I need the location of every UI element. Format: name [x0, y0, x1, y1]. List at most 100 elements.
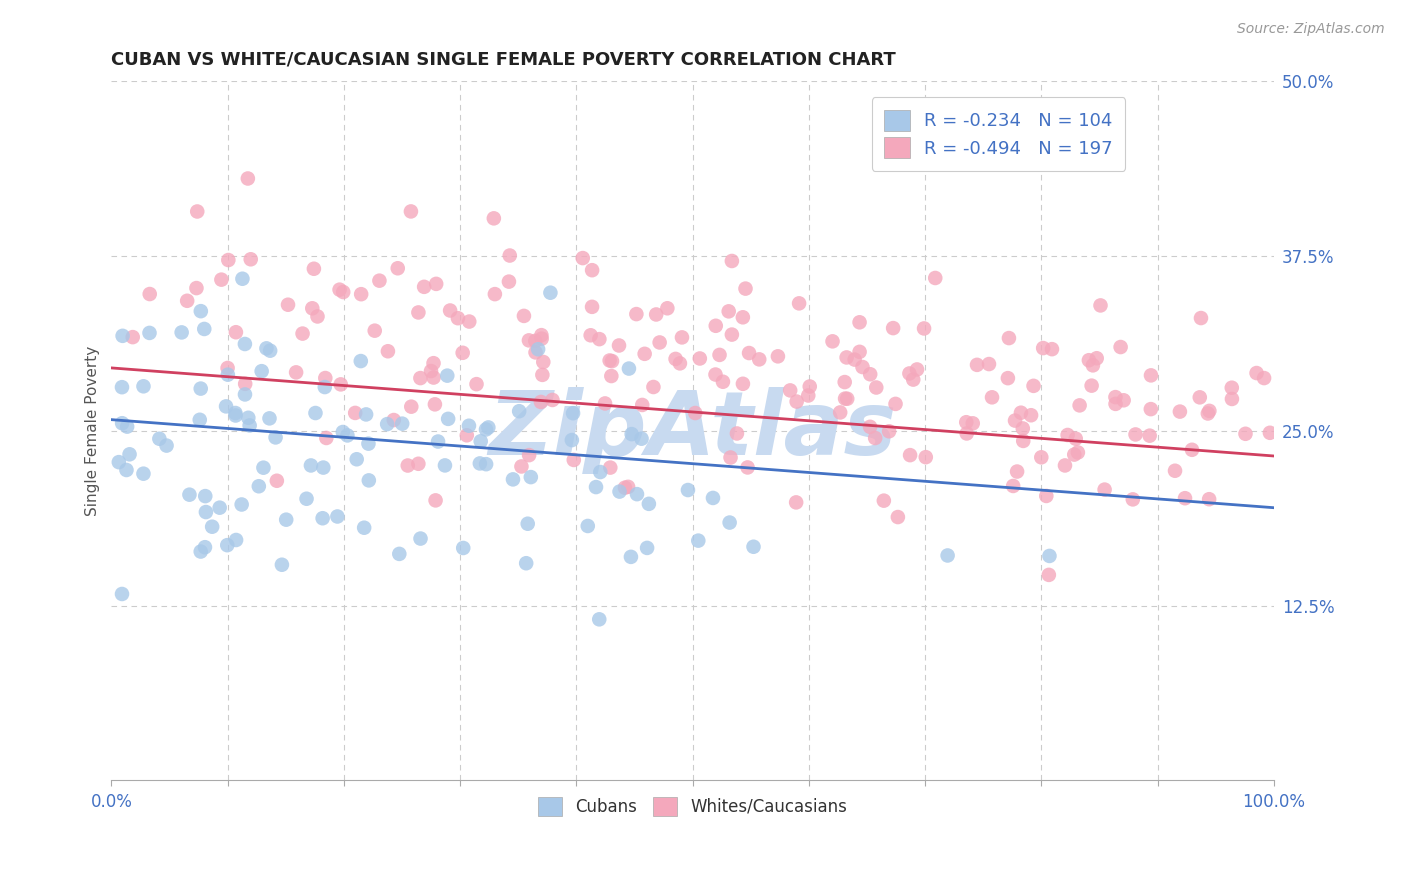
Point: [835, 351, 858, 365]
Point: [579, 328, 602, 343]
Point: [468, 457, 491, 471]
Point: [1069, 398, 1091, 412]
Point: [225, 409, 247, 423]
Point: [1198, 404, 1220, 418]
Point: [179, 488, 201, 502]
Point: [513, 309, 536, 323]
Point: [562, 453, 585, 467]
Point: [401, 400, 423, 414]
Point: [593, 396, 616, 410]
Point: [731, 376, 754, 391]
Point: [510, 459, 533, 474]
Point: [599, 353, 621, 368]
Y-axis label: Single Female Poverty: Single Female Poverty: [86, 346, 100, 516]
Point: [588, 612, 610, 626]
Point: [626, 307, 648, 321]
Text: ZipAtlas: ZipAtlas: [488, 387, 897, 475]
Point: [1246, 366, 1268, 380]
Point: [357, 474, 380, 488]
Point: [834, 392, 856, 406]
Point: [617, 361, 640, 376]
Point: [170, 326, 193, 340]
Point: [231, 498, 253, 512]
Point: [387, 261, 409, 276]
Point: [576, 519, 599, 533]
Point: [301, 301, 323, 316]
Text: Source: ZipAtlas.com: Source: ZipAtlas.com: [1237, 22, 1385, 37]
Point: [1012, 434, 1035, 448]
Point: [502, 472, 524, 486]
Point: [884, 397, 907, 411]
Point: [787, 296, 810, 310]
Point: [638, 497, 661, 511]
Point: [630, 432, 652, 446]
Point: [613, 481, 636, 495]
Point: [1077, 353, 1099, 368]
Point: [256, 342, 278, 356]
Point: [111, 416, 134, 430]
Point: [1038, 549, 1060, 563]
Point: [314, 371, 336, 385]
Point: [517, 334, 540, 348]
Point: [524, 345, 547, 359]
Point: [1064, 432, 1087, 446]
Point: [731, 310, 754, 325]
Point: [1188, 390, 1211, 404]
Point: [259, 343, 281, 358]
Point: [1168, 404, 1191, 418]
Point: [115, 463, 138, 477]
Point: [1258, 425, 1281, 440]
Point: [779, 384, 801, 398]
Point: [887, 510, 910, 524]
Point: [233, 387, 256, 401]
Point: [530, 395, 553, 409]
Point: [354, 408, 377, 422]
Point: [600, 354, 623, 368]
Point: [848, 344, 870, 359]
Point: [1125, 427, 1147, 442]
Point: [588, 332, 610, 346]
Point: [527, 343, 550, 357]
Point: [643, 380, 665, 394]
Point: [350, 287, 373, 301]
Point: [423, 397, 446, 411]
Point: [382, 413, 405, 427]
Point: [837, 392, 859, 406]
Point: [905, 362, 928, 376]
Point: [689, 351, 711, 366]
Point: [299, 458, 322, 473]
Point: [1053, 458, 1076, 473]
Point: [1139, 428, 1161, 442]
Point: [718, 516, 741, 530]
Point: [132, 467, 155, 481]
Point: [1056, 428, 1078, 442]
Point: [346, 452, 368, 467]
Point: [634, 347, 657, 361]
Point: [1197, 407, 1219, 421]
Point: [508, 404, 530, 418]
Point: [1109, 340, 1132, 354]
Point: [516, 516, 538, 531]
Point: [1080, 378, 1102, 392]
Point: [312, 460, 335, 475]
Point: [520, 470, 543, 484]
Point: [785, 495, 807, 509]
Point: [1220, 381, 1243, 395]
Point: [470, 434, 492, 449]
Point: [108, 455, 131, 469]
Point: [882, 321, 904, 335]
Point: [702, 491, 724, 505]
Point: [121, 330, 143, 344]
Point: [1090, 298, 1112, 312]
Point: [581, 300, 603, 314]
Point: [515, 556, 537, 570]
Point: [877, 424, 900, 438]
Point: [436, 368, 458, 383]
Point: [193, 322, 215, 336]
Point: [704, 318, 727, 333]
Point: [720, 450, 742, 465]
Point: [111, 587, 134, 601]
Point: [821, 334, 844, 349]
Point: [315, 431, 337, 445]
Point: [531, 355, 554, 369]
